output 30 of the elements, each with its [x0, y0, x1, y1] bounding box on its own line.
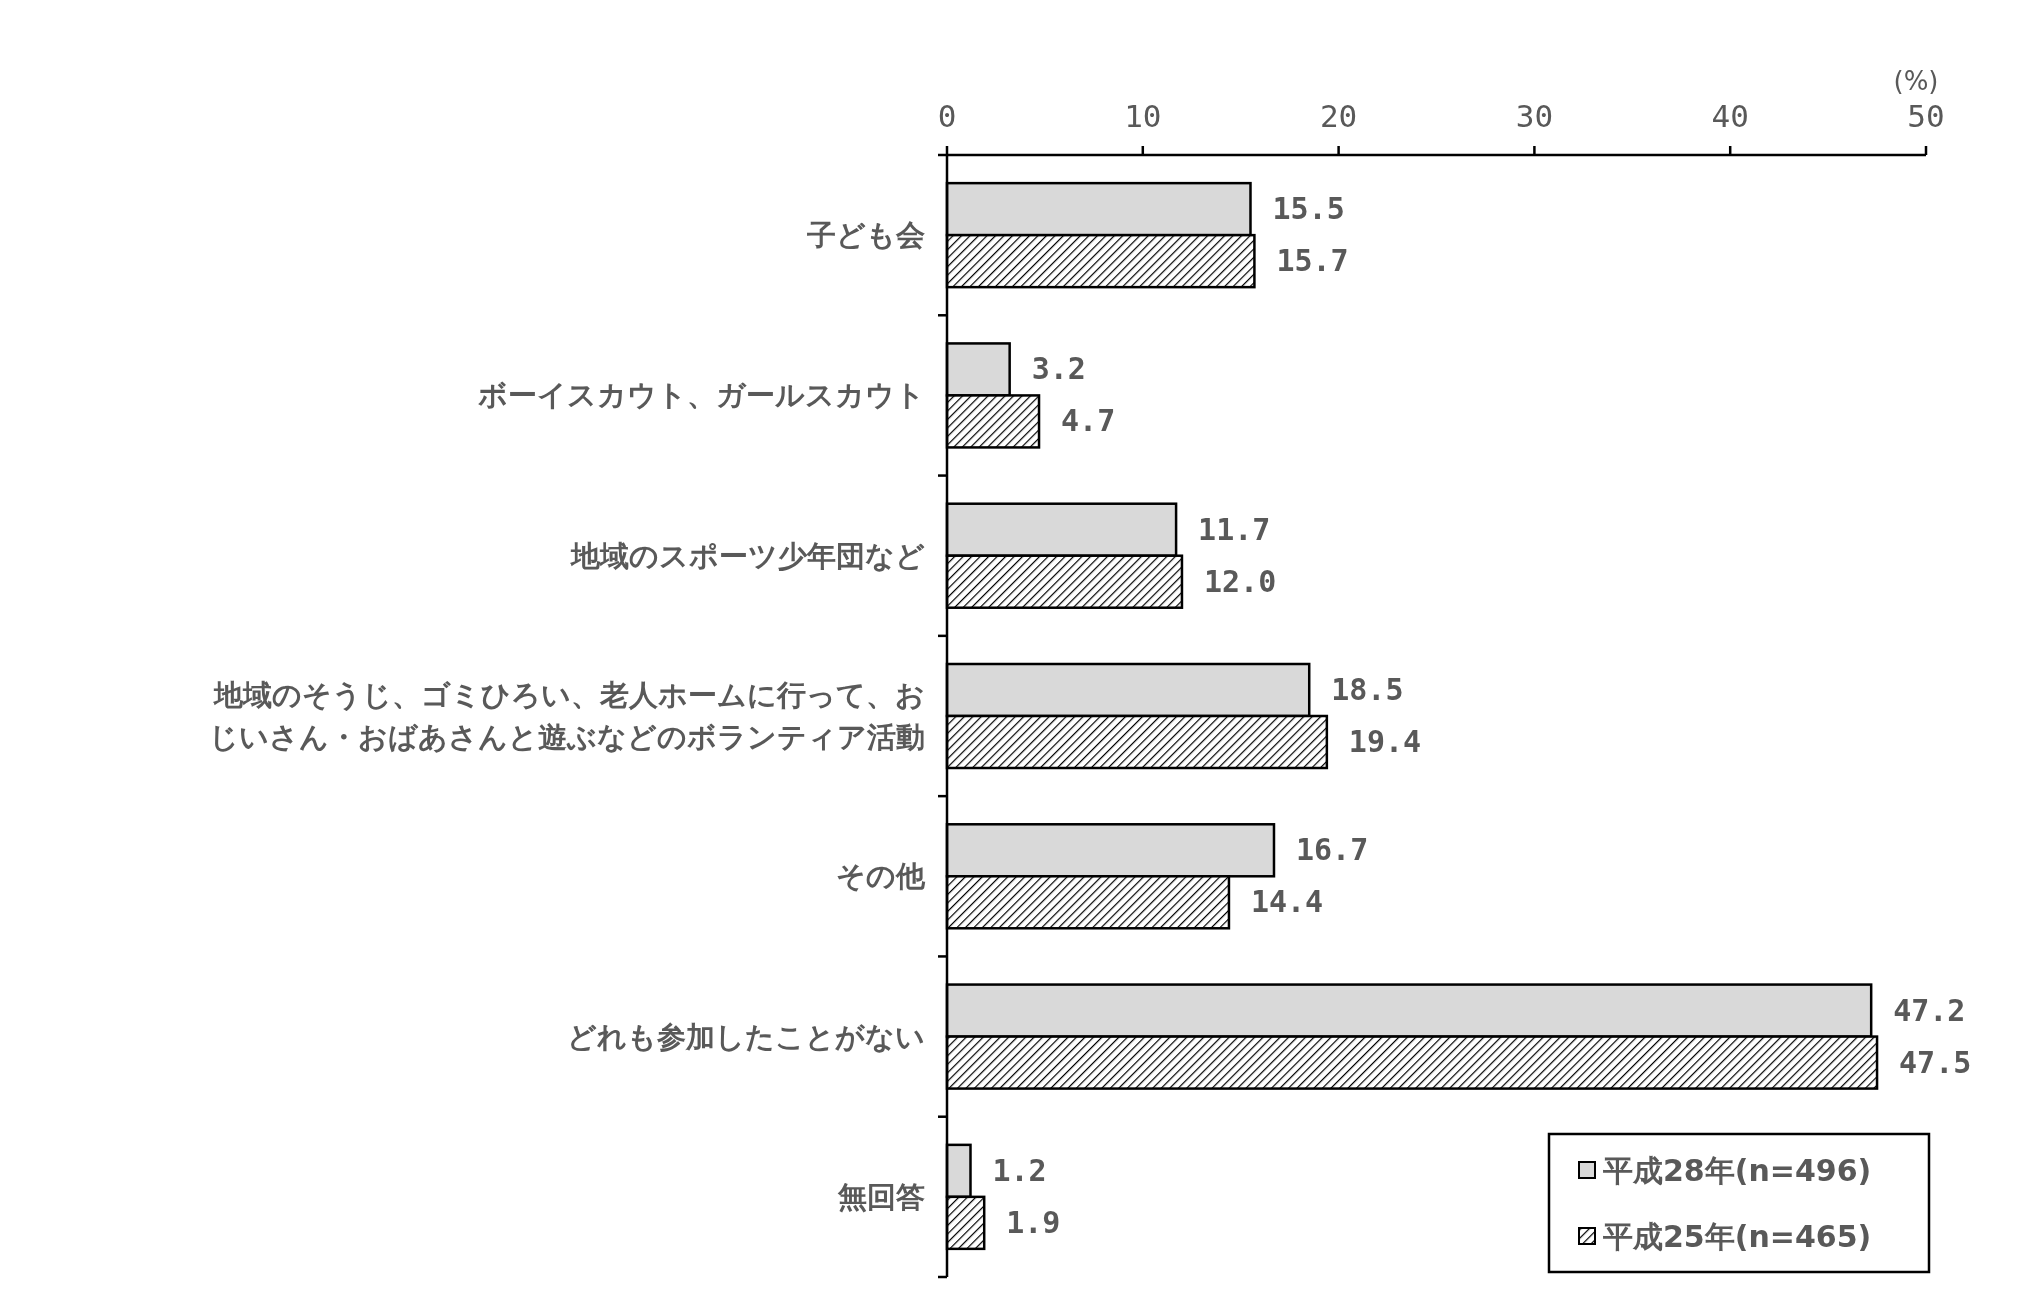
y-tick-label: 子ども会: [806, 218, 925, 253]
x-tick-label: 10: [1124, 98, 1162, 134]
data-label: 3.2: [1031, 351, 1086, 387]
x-tick-label: 40: [1711, 98, 1749, 134]
x-axis-title: (%): [1893, 66, 1939, 96]
data-label: 11.7: [1198, 511, 1271, 547]
data-label: 1.9: [1006, 1204, 1061, 1240]
x-tick-label: 30: [1515, 98, 1554, 134]
data-label: 15.5: [1272, 191, 1345, 227]
y-tick-label: 地域のスポーツ少年団など: [569, 538, 925, 573]
x-tick-label: 0: [937, 98, 957, 134]
data-label: 12.0: [1203, 563, 1277, 599]
y-tick-label: その他: [836, 859, 926, 894]
y-tick-label: ボーイスカウト、ガールスカウト: [478, 378, 925, 413]
x-tick-label: 50: [1907, 98, 1945, 134]
data-label: 1.2: [992, 1152, 1047, 1188]
data-label: 47.2: [1893, 992, 1966, 1028]
y-tick-label: 地域のそうじ、ゴミひろい、老人ホームに行って、おじいさん・おばあさんと遊ぶなどのボランティア活動: [209, 678, 925, 754]
data-label: 19.4: [1348, 724, 1422, 759]
x-tick-label: 20: [1319, 98, 1358, 134]
y-tick-label: どれも参加したことがない: [567, 1019, 925, 1054]
data-label: 4.7: [1061, 403, 1116, 439]
data-label: 16.7: [1295, 832, 1369, 868]
legend-label: 平成25年(n=465): [1602, 1219, 1872, 1254]
y-tick-label: 無回答: [837, 1179, 925, 1214]
data-label: 47.5: [1899, 1044, 1972, 1080]
legend-label: 平成28年(n=496): [1602, 1153, 1872, 1188]
data-label: 15.7: [1276, 243, 1349, 279]
data-label: 14.4: [1250, 884, 1324, 920]
data-label: 18.5: [1331, 672, 1404, 707]
